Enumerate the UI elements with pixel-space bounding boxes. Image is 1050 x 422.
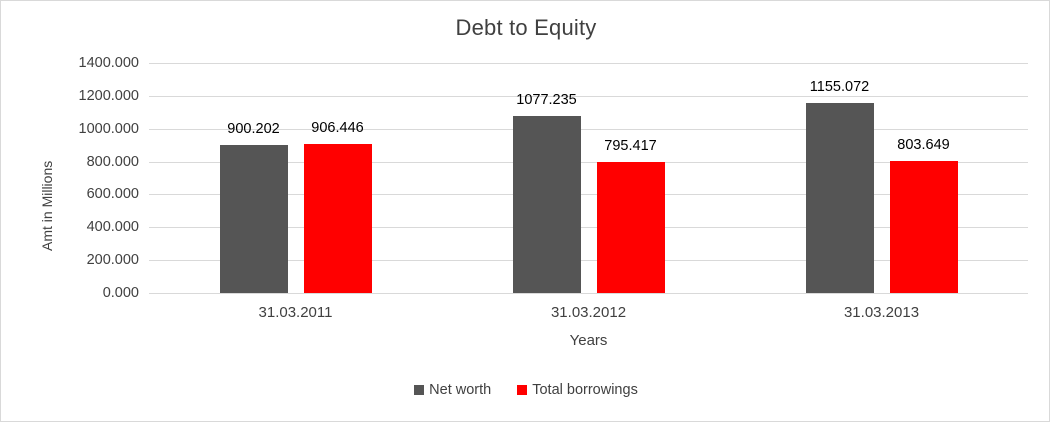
y-axis-tick-labels: 0.000 200.000 400.000 600.000 800.000 1000.00… xyxy=(29,55,139,301)
gridline xyxy=(149,95,1028,97)
x-axis-tick-label: 31.03.2013 xyxy=(843,304,920,321)
legend-item[interactable]: Total borrowings xyxy=(517,382,638,398)
bar-net-worth[interactable] xyxy=(512,116,581,293)
bar-value-label: 1077.235 xyxy=(516,92,577,109)
gridline xyxy=(149,194,1028,196)
y-axis-tick-label: 1400.000 xyxy=(78,55,139,71)
bar-total-borrowings[interactable] xyxy=(596,162,665,293)
legend-item[interactable]: Net worth xyxy=(414,382,491,398)
y-axis-tick-label: 600.000 xyxy=(86,186,139,203)
legend-swatch-icon xyxy=(517,385,528,395)
y-axis-tick-label: 400.000 xyxy=(86,219,139,236)
gridline xyxy=(149,161,1028,163)
x-axis-title: Years xyxy=(569,332,608,349)
gridline xyxy=(149,260,1028,262)
chart-title: Debt to Equity xyxy=(455,15,597,40)
plot-area: 900.202 906.446 1077.235 795.417 1155.072 803… xyxy=(149,63,1028,294)
bar-net-worth[interactable] xyxy=(805,103,874,293)
legend-swatch-icon xyxy=(414,385,425,395)
gridline xyxy=(149,128,1028,130)
y-axis-tick-label: 1200.000 xyxy=(78,87,139,104)
gridline xyxy=(149,63,1028,64)
bar-value-label: 1155.072 xyxy=(809,79,870,96)
gridline xyxy=(149,227,1028,229)
bar-value-label: 803.649 xyxy=(897,136,950,153)
y-axis-tick-label: 1000.000 xyxy=(78,120,139,137)
bar-value-label: 795.417 xyxy=(604,138,657,155)
bar-total-borrowings[interactable] xyxy=(889,160,958,293)
bar-net-worth[interactable] xyxy=(219,145,288,293)
bar-total-borrowings[interactable] xyxy=(303,144,372,293)
y-axis-tick-label: 800.000 xyxy=(86,153,139,170)
legend-label: Total borrowings xyxy=(532,382,638,398)
legend-label: Net worth xyxy=(429,382,492,398)
bar-value-label: 900.202 xyxy=(227,121,280,138)
y-axis-tick-label: 0.000 xyxy=(102,285,139,301)
y-axis-tick-label: 200.000 xyxy=(86,252,139,269)
x-axis-tick-label: 31.03.2011 xyxy=(258,304,333,321)
bar-value-label: 906.446 xyxy=(311,120,364,137)
chart-legend: Net worth Total borrowings xyxy=(1,382,1049,398)
x-axis-tick-label: 31.03.2012 xyxy=(550,304,627,321)
x-axis-line xyxy=(149,293,1028,294)
